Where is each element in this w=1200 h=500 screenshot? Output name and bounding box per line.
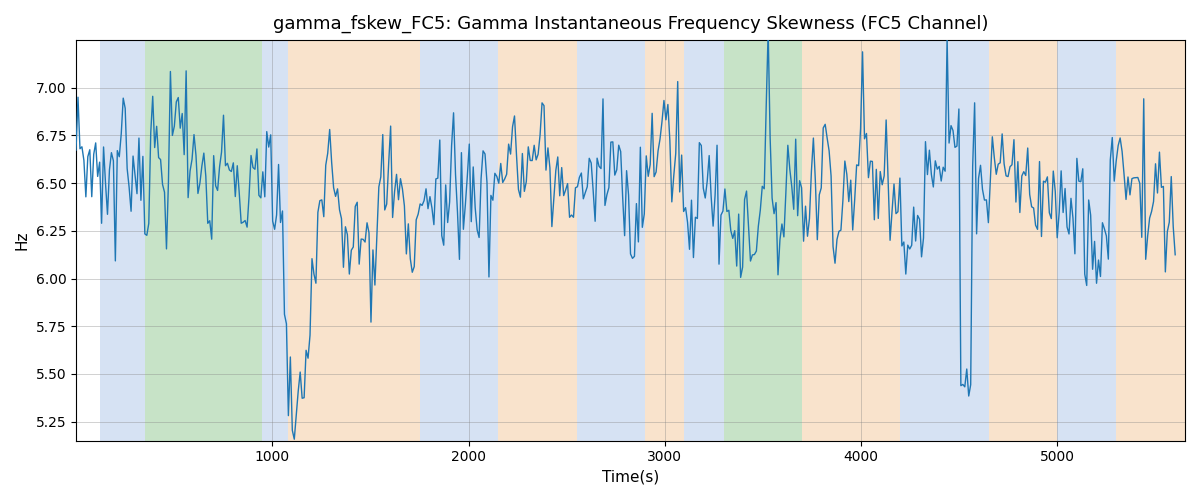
Bar [739, 40, 803, 440]
Bar [724, 40, 739, 440]
X-axis label: Time(s): Time(s) [602, 470, 659, 485]
Bar [646, 40, 684, 440]
Bar [989, 40, 1057, 440]
Bar [100, 40, 145, 440]
Title: gamma_fskew_FC5: Gamma Instantaneous Frequency Skewness (FC5 Channel): gamma_fskew_FC5: Gamma Instantaneous Fre… [272, 15, 989, 34]
Bar [576, 40, 646, 440]
Bar [263, 40, 288, 440]
Bar [498, 40, 576, 440]
Bar [1116, 40, 1186, 440]
Bar [684, 40, 724, 440]
Bar [420, 40, 498, 440]
Bar [1057, 40, 1116, 440]
Bar [803, 40, 900, 440]
Bar [145, 40, 263, 440]
Bar [288, 40, 420, 440]
Y-axis label: Hz: Hz [14, 230, 30, 250]
Bar [900, 40, 989, 440]
